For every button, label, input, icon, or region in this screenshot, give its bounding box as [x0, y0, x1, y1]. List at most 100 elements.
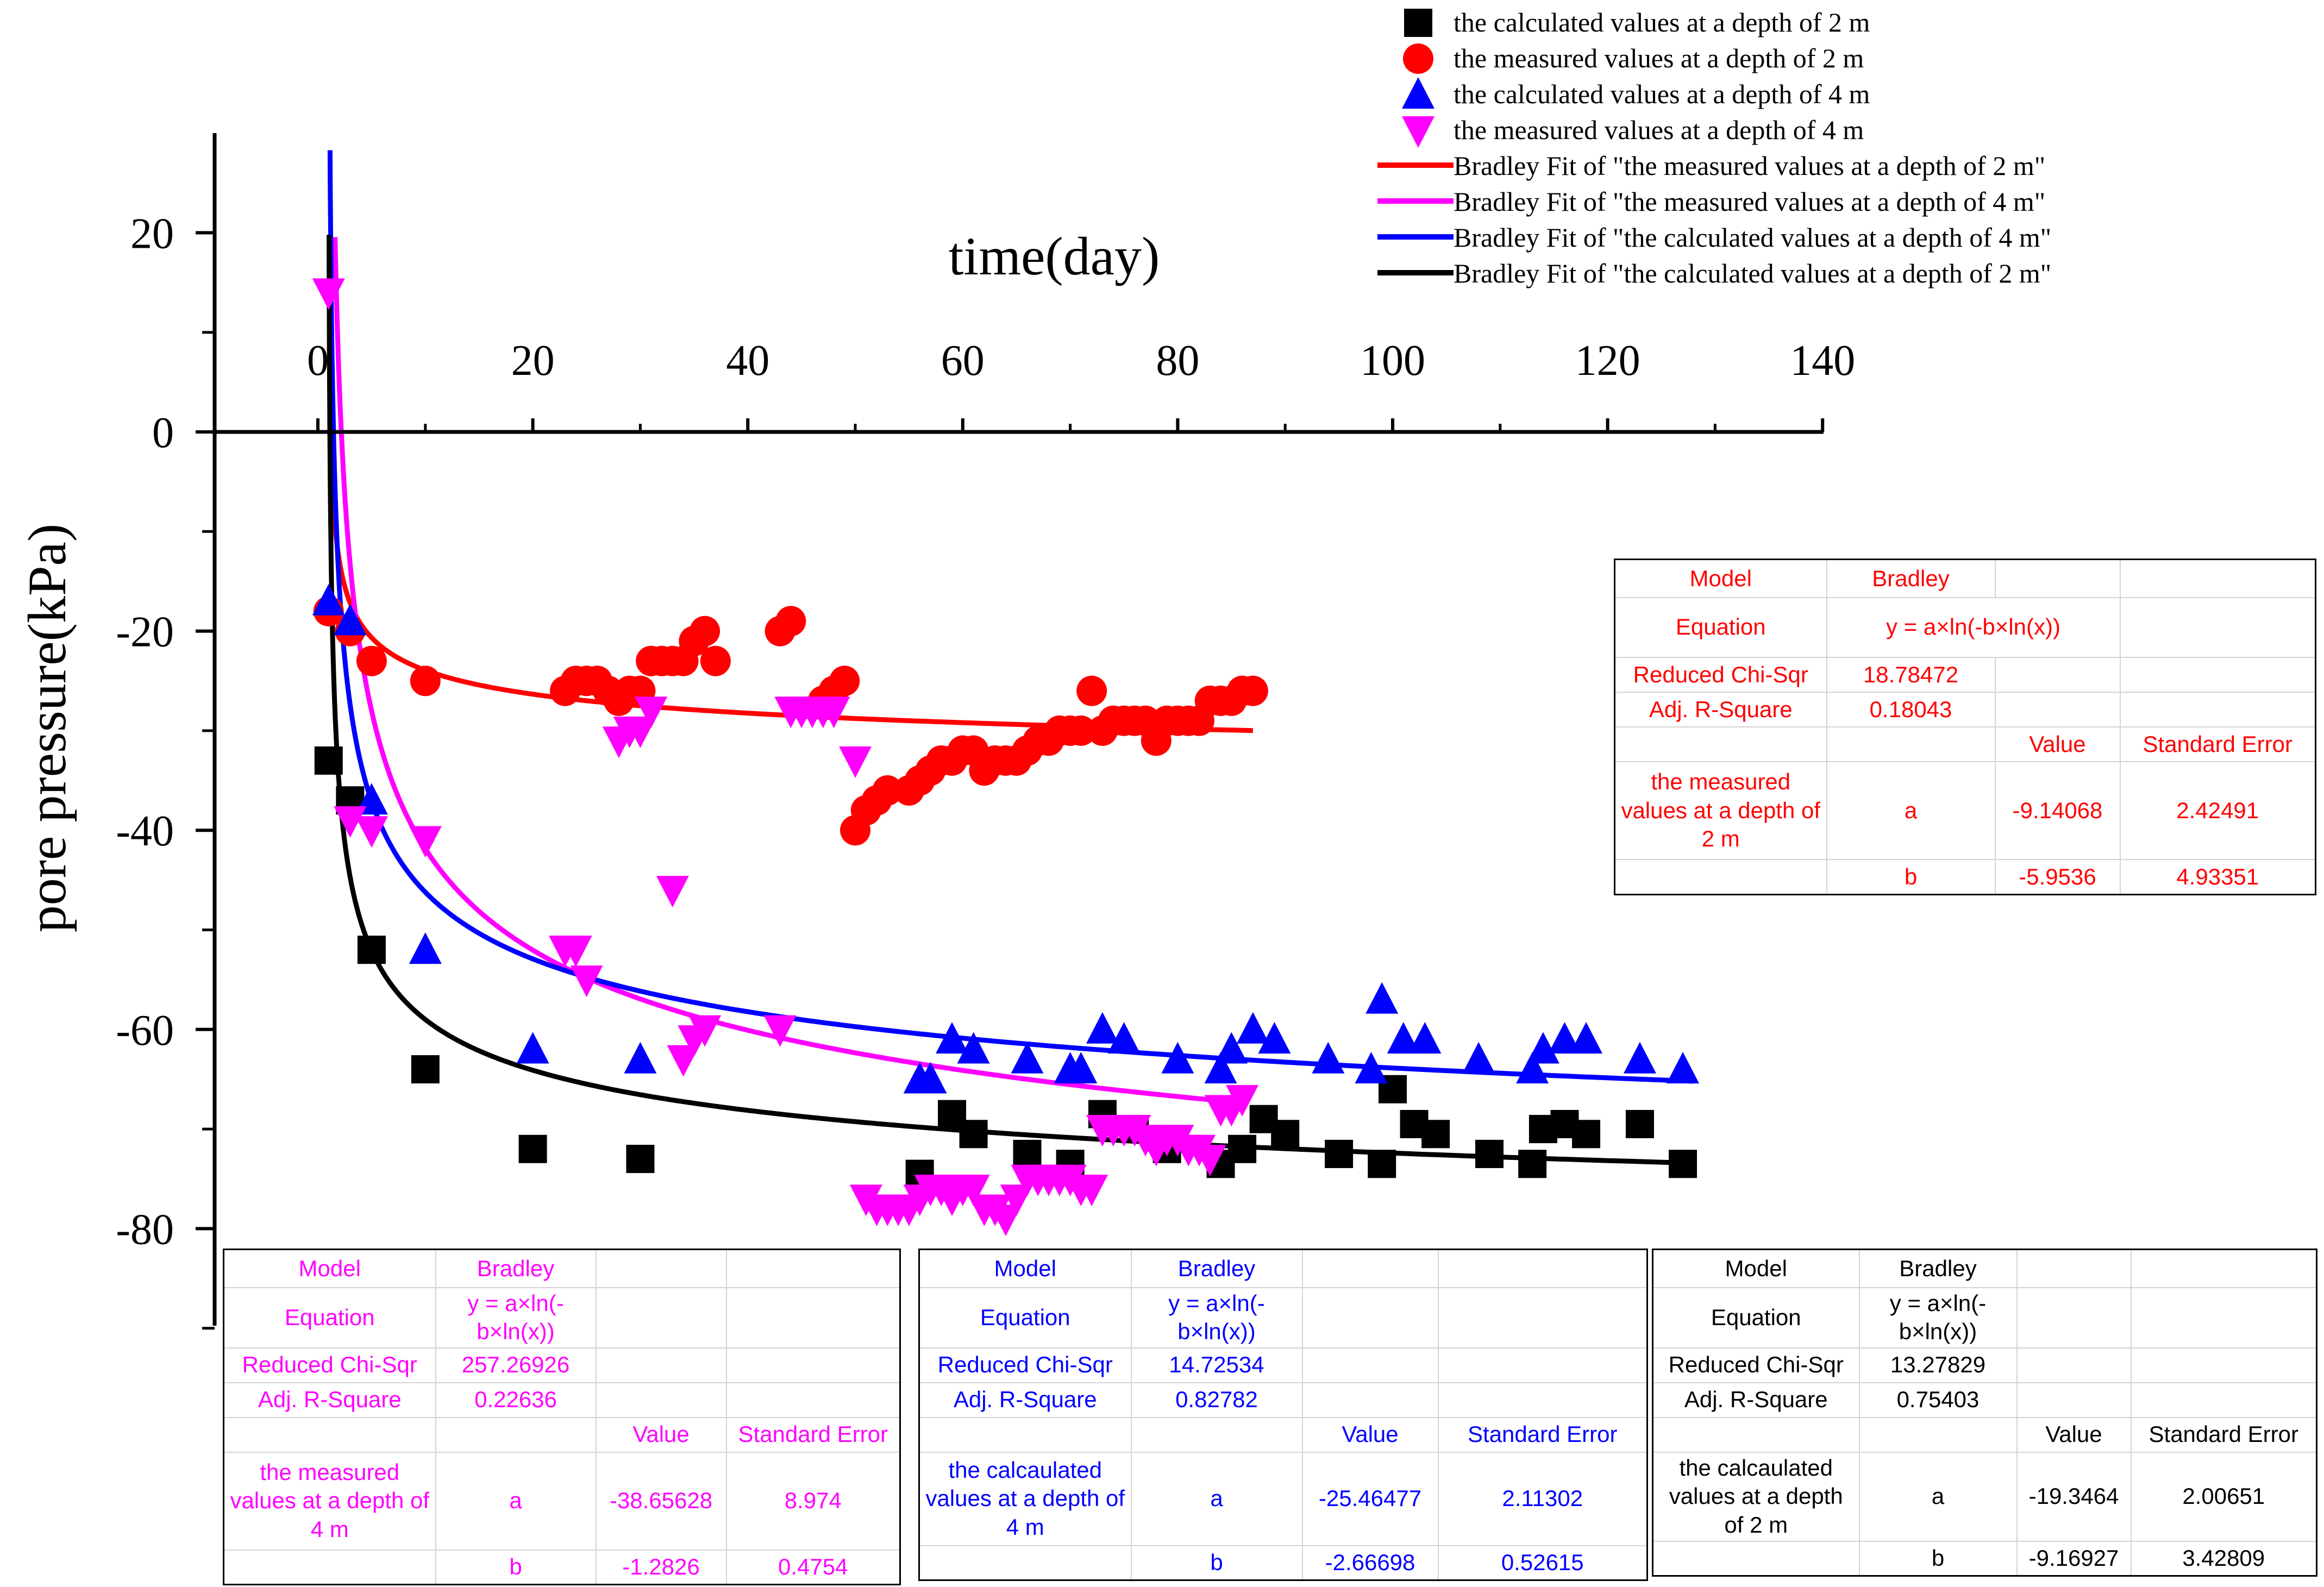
r2-value: 0.22636	[435, 1382, 597, 1418]
data-point	[356, 645, 387, 676]
legend-label: the measured values at a depth of 2 m	[1454, 43, 1864, 73]
data-point	[1064, 1052, 1098, 1084]
value-header: Value	[1301, 1416, 1439, 1453]
b-se: 4.93351	[2119, 859, 2316, 895]
equation-value: y = a×ln(-b×ln(x))	[435, 1287, 597, 1348]
r2-value: 0.82782	[1130, 1382, 1303, 1418]
chi-value: 14.72534	[1130, 1347, 1303, 1383]
y-tick-label: -80	[116, 1206, 174, 1253]
data-point	[1518, 1150, 1547, 1178]
data-point	[1421, 1120, 1450, 1149]
a-label: a	[1858, 1451, 2018, 1542]
chi-value: 18.78472	[1826, 656, 1996, 693]
value-header: Value	[1994, 726, 2121, 763]
data-point	[1355, 1052, 1388, 1084]
data-point	[516, 1032, 549, 1064]
data-point	[989, 1205, 1022, 1237]
data-point	[688, 1015, 722, 1047]
r2-label: Adj. R-Square	[223, 1382, 436, 1418]
data-point	[1086, 1012, 1119, 1044]
data-point	[690, 616, 721, 647]
value-header: Value	[2016, 1416, 2132, 1453]
y-tick-label: 0	[152, 409, 174, 457]
data-point	[314, 746, 343, 775]
r2-label: Adj. R-Square	[918, 1382, 1132, 1418]
model-value: Bradley	[435, 1249, 597, 1288]
x-axis-title: time(day)	[949, 226, 1160, 286]
value-header: Value	[595, 1416, 727, 1453]
legend-label: the measured values at a depth of 4 m	[1454, 115, 1864, 145]
legend-label: Bradley Fit of "the measured values at a…	[1454, 186, 2045, 217]
data-point	[1408, 1022, 1442, 1054]
data-point	[1011, 1042, 1044, 1074]
data-point	[1237, 675, 1268, 706]
data-point	[518, 1134, 547, 1163]
a-label: a	[435, 1451, 597, 1551]
data-point	[1667, 1052, 1700, 1084]
a-se: 2.00651	[2130, 1451, 2317, 1542]
se-header: Standard Error	[2119, 726, 2316, 763]
fit-curves	[327, 150, 1694, 1166]
legend-marker	[1402, 116, 1435, 148]
chi-value: 13.27829	[1858, 1347, 2018, 1383]
data-point	[829, 666, 860, 697]
equation-label: Equation	[1652, 1287, 1860, 1348]
model-label: Model	[223, 1249, 436, 1288]
legend-label: the calculated values at a depth of 4 m	[1454, 79, 1870, 109]
b-label: b	[1130, 1545, 1303, 1581]
equation-value: y = a×ln(-b×ln(x))	[1858, 1287, 2018, 1348]
data-point	[1387, 1022, 1420, 1054]
data-point	[1228, 1134, 1257, 1163]
b-se: 0.52615	[1437, 1545, 1648, 1581]
y-tick-label: -20	[116, 609, 174, 656]
data-point	[410, 666, 441, 697]
data-point	[1193, 1145, 1226, 1177]
data-point	[1204, 1052, 1237, 1084]
b-label: b	[435, 1549, 597, 1585]
data-point	[1066, 715, 1097, 746]
data-point	[1236, 1012, 1269, 1044]
r2-value: 0.18043	[1826, 691, 1996, 727]
legend-label: Bradley Fit of "the calculated values at…	[1454, 222, 2051, 253]
data-point	[914, 1062, 947, 1094]
data-point	[559, 936, 592, 968]
y-tick-label: -40	[116, 807, 174, 855]
se-header: Standard Error	[1437, 1416, 1648, 1453]
data-point	[936, 1022, 969, 1054]
data-point	[409, 826, 442, 858]
data-point	[334, 806, 367, 838]
data-point	[872, 775, 903, 806]
fit-table-measured-4m: Model Bradley Equation y = a×ln(-b×ln(x)…	[223, 1249, 901, 1585]
data-point	[817, 697, 850, 729]
se-header: Standard Error	[725, 1416, 901, 1453]
fit-curve	[327, 235, 1694, 1166]
data-point	[1075, 1175, 1108, 1207]
data-point	[312, 278, 345, 310]
axis-ticks: 0 20 40 60 80 100 120 140 20 0 -20 -40 -60 -80	[116, 210, 1855, 1330]
fit-table-measured-2m: Model Bradley Equation y = a×ln(-b×ln(x)…	[1614, 559, 2316, 895]
data-point	[1572, 1120, 1601, 1149]
data-point	[1365, 982, 1399, 1014]
data-point	[624, 1042, 657, 1074]
legend-marker	[1404, 9, 1432, 37]
equation-label: Equation	[1614, 597, 1827, 658]
legend: the calculated values at a depth of 2 m t…	[1377, 7, 2051, 288]
chi-label: Reduced Chi-Sqr	[1652, 1347, 1860, 1383]
param-group-label: the measured values at a depth of 4 m	[223, 1451, 436, 1551]
model-value: Bradley	[1858, 1249, 2018, 1288]
data-point	[355, 816, 388, 848]
legend-marker	[1403, 43, 1433, 74]
a-se: 2.42491	[2119, 761, 2316, 861]
data-point	[763, 1015, 797, 1047]
a-value: -38.65628	[595, 1451, 727, 1551]
a-value: -25.46477	[1301, 1451, 1439, 1546]
b-value: -2.66698	[1301, 1545, 1439, 1581]
data-point	[1368, 1150, 1396, 1178]
data-point	[1161, 1042, 1194, 1074]
data-point	[312, 584, 345, 616]
y-axis-title: pore pressure(kPa)	[17, 524, 77, 933]
data-point	[357, 936, 386, 964]
a-se: 8.974	[725, 1451, 901, 1551]
equation-label: Equation	[223, 1287, 436, 1348]
x-tick-label: 80	[1156, 337, 1199, 385]
